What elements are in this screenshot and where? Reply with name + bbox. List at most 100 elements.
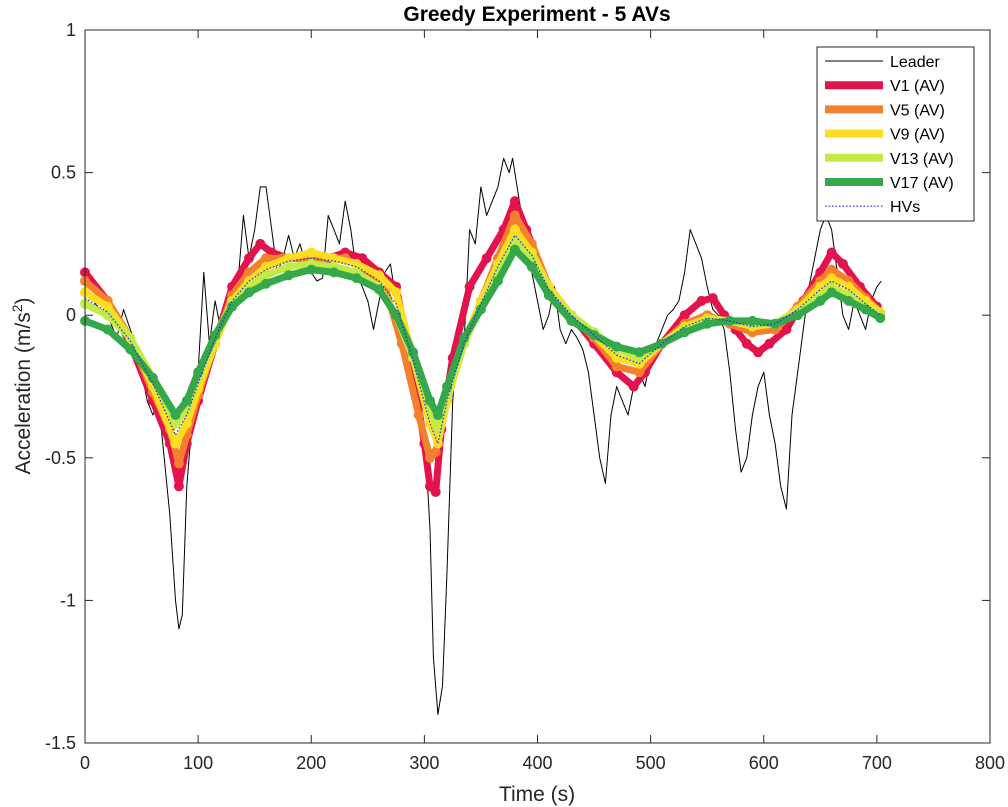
legend-v13-av-label: V13 (AV) <box>890 151 954 168</box>
series-v17-av-point <box>261 278 271 289</box>
series-v17-av-point <box>227 301 238 312</box>
series-v17-av-point <box>634 347 645 358</box>
series-v1-av-point <box>509 196 520 207</box>
series-v5-av-point <box>261 253 271 264</box>
series-v5-av-point <box>509 210 520 221</box>
legend-v17-av-label: V17 (AV) <box>890 175 954 192</box>
series-v17-av-point <box>193 367 204 378</box>
series-v1-av-point <box>464 281 475 292</box>
series-v17-av-point <box>459 333 469 343</box>
series-v17-av-point <box>679 327 690 338</box>
series-v17-av-point <box>425 395 435 406</box>
series-v17-av-point <box>875 313 886 324</box>
series-v17-av-point <box>860 304 871 315</box>
series-v9-av-point <box>261 261 271 272</box>
series-v13-av-point <box>125 333 136 343</box>
series-v9-av-point <box>170 438 181 449</box>
series-v9-av-point <box>306 247 317 258</box>
series-v13-av-point <box>509 236 520 246</box>
legend-v9-av-label: V9 (AV) <box>890 127 945 144</box>
series-v1-av-point <box>696 295 707 306</box>
series-v17-av-point <box>170 410 181 420</box>
series-v17-av-point <box>244 287 254 298</box>
series-v9-av-point <box>391 287 402 298</box>
series-v9-av-point <box>102 301 113 312</box>
series-v1-av-point <box>837 258 848 269</box>
series-v17-av-point <box>374 284 385 295</box>
legend-v5-av-label: V5 (AV) <box>890 102 945 119</box>
series-v17-av-point <box>210 330 221 341</box>
x-tick-label: 600 <box>749 753 779 773</box>
series-v17-av-point <box>328 267 339 278</box>
series-v13-av-point <box>170 418 181 429</box>
series-v17-av-point <box>391 310 402 321</box>
series-v1-av-point <box>764 338 775 349</box>
legend-v1-av-label: V1 (AV) <box>890 78 945 95</box>
series-v9-av-point <box>351 258 362 269</box>
series-v17-av-point <box>181 395 192 406</box>
series-v17-av-point <box>589 330 600 341</box>
series-v1-av-point <box>781 324 792 335</box>
series-v17-av-point <box>509 244 520 255</box>
series-v1-av-point <box>628 381 639 392</box>
series-layer <box>80 157 886 715</box>
x-tick-label: 200 <box>296 753 326 773</box>
x-tick-label: 700 <box>862 753 892 773</box>
y-tick-label: -0.5 <box>45 448 76 468</box>
series-v5-av-point <box>634 367 645 378</box>
series-v1-av-point <box>481 253 492 264</box>
x-tick-label: 300 <box>409 753 439 773</box>
y-axis-label-superscript: 2 <box>9 304 25 312</box>
series-v13-av-point <box>261 270 271 281</box>
series-v1-av-point <box>707 293 718 304</box>
legend-leader-label: Leader <box>890 54 940 71</box>
series-v9-av-point <box>826 273 837 284</box>
x-axis-label: Time (s) <box>499 783 575 806</box>
series-v17-av-point <box>475 304 486 315</box>
series-v17-av-point <box>843 295 854 306</box>
series-v9-av-point <box>432 438 443 449</box>
series-v17-av-point <box>702 318 713 329</box>
series-v9-av-point <box>374 270 385 281</box>
legend-hvs-label: HVs <box>890 199 920 216</box>
series-v9-av-point <box>283 253 294 264</box>
series-v17-av-point <box>826 287 837 298</box>
x-tick-label: 100 <box>183 753 213 773</box>
y-axis-label-main: Acceleration (m/s <box>12 312 35 474</box>
y-tick-label: 0.5 <box>51 163 76 183</box>
series-v17-av-point <box>125 344 136 355</box>
series-v17-av-point <box>102 324 113 335</box>
series-v5-av-point <box>611 361 622 372</box>
series-v17-av-point <box>566 315 577 326</box>
series-v1-av-point <box>826 247 837 258</box>
series-v17-av-point <box>656 338 667 349</box>
series-v17-av-point <box>492 276 503 286</box>
chart-title: Greedy Experiment - 5 AVs <box>403 3 670 26</box>
series-v1-av-point <box>255 238 266 249</box>
y-tick-label: -1.5 <box>45 733 76 753</box>
series-v17-av-point <box>611 341 622 352</box>
x-tick-label: 500 <box>636 753 666 773</box>
series-v1-av-point <box>430 487 441 497</box>
series-v9-av-point <box>509 224 520 235</box>
y-axis: -1.5 -1 -0.5 0 0.5 1 <box>45 20 990 753</box>
x-axis: 0 100 200 300 400 500 600 700 800 <box>80 30 1005 773</box>
series-v9-av-point <box>843 281 854 292</box>
y-axis-label: Acceleration (m/s2) <box>9 297 35 474</box>
series-v5-av-point <box>173 458 184 469</box>
y-tick-label: 0 <box>66 305 76 325</box>
series-v1-av-point <box>679 310 690 321</box>
y-tick-label: 1 <box>66 20 76 40</box>
x-tick-label: 800 <box>975 753 1005 773</box>
series-v17-av-point <box>283 270 294 281</box>
series-v17-av-point <box>351 273 362 284</box>
series-v1-av-point <box>753 347 764 358</box>
series-v1-av-point <box>173 481 184 492</box>
series-v9-av-point <box>181 418 192 429</box>
legend: Leader V1 (AV) V5 (AV) V9 (AV) V13 (AV) V17 (… <box>816 46 975 222</box>
series-v13-av-point <box>283 261 294 272</box>
series-v17-av-point <box>543 290 554 301</box>
series-v17-av-point <box>147 372 158 383</box>
series-v17-av-point <box>526 261 537 272</box>
